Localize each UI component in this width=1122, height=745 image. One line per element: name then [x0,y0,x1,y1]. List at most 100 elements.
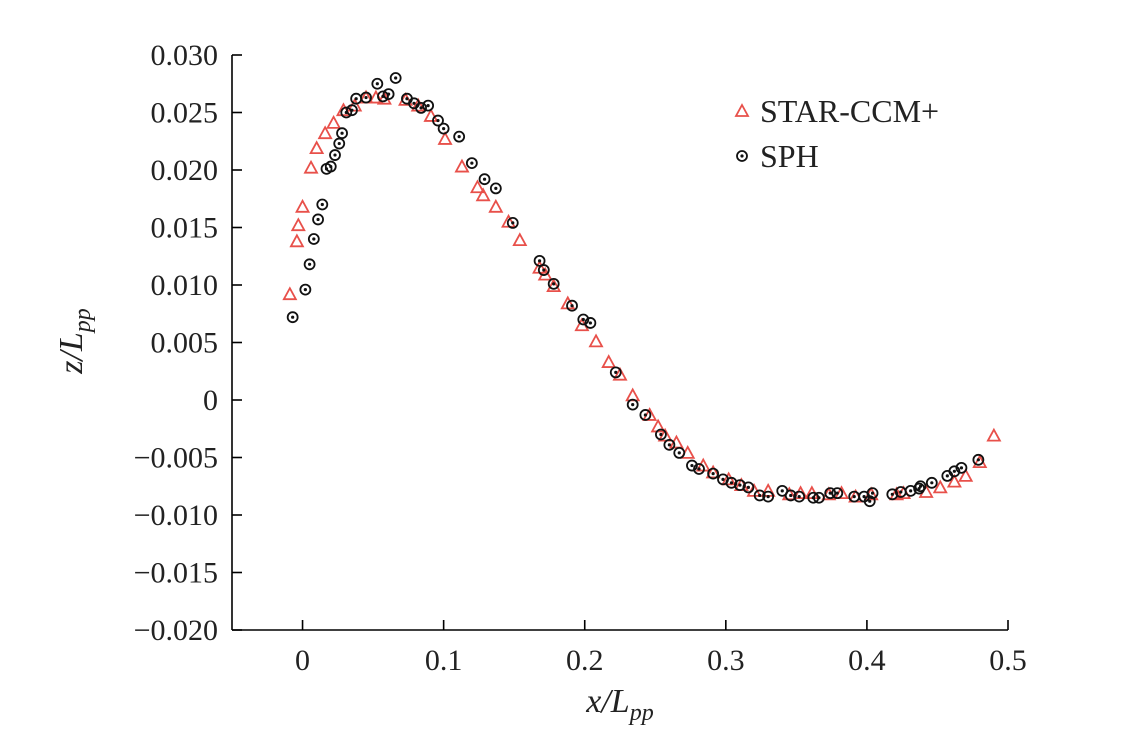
data-point-circle [734,479,746,492]
data-point-circle [626,398,639,411]
data-point-ring [506,216,519,229]
data-point-ring [422,99,435,112]
data-point-ring [360,91,372,104]
data-point-center [320,202,324,207]
data-point-ring [437,122,450,135]
data-point-circle [329,149,341,161]
data-point-ring [577,313,590,326]
data-point-circle [925,476,938,489]
data-point-circle [533,254,546,267]
data-point-ring [831,487,844,500]
data-point-center [364,95,368,100]
data-point-ring [307,233,320,245]
data-point-circle [453,130,466,143]
data-point-center [952,469,956,473]
y-tick-label: 0.005 [151,327,219,360]
data-point-circle [299,283,312,296]
data-point-ring [324,160,337,173]
data-point-center [945,474,949,478]
data-point-ring [972,453,985,466]
data-point-triangle [423,108,439,122]
data-point-circle [831,487,844,500]
data-point-circle [547,277,560,290]
data-point-ring [333,137,346,150]
data-point-circle [693,463,705,475]
data-point-circle [465,157,478,170]
data-point-center [690,463,694,468]
data-point-center [631,403,635,407]
data-point-circle [707,467,720,480]
data-point-triangle [588,333,604,348]
legend-item-star-ccm: STAR-CCM+ [734,93,939,129]
data-points [282,72,1002,508]
data-point-circle [914,480,927,493]
data-point-ring [904,484,917,497]
legend-circle-marker [736,150,748,162]
y-tick-label: 0.030 [151,39,219,72]
data-point-circle [813,491,825,504]
data-point-circle [913,482,926,495]
x-axis-title: x/Lpp [585,683,653,726]
data-point-center [312,237,316,241]
data-point-triangle [282,286,298,301]
data-point-center [976,458,980,462]
data-point-center [721,477,725,481]
data-point-center [930,481,934,485]
data-point-center [870,491,875,495]
data-point-center [542,268,546,272]
data-point-ring [533,254,546,267]
data-point-triangle [290,217,306,232]
data-point-triangle [303,159,319,174]
data-point-circle [537,264,550,276]
data-point-triangle [410,97,426,112]
data-point-ring [415,102,427,114]
data-point-center [354,97,358,101]
data-point-circle [753,489,766,502]
data-point-center [394,76,398,80]
data-point-circle [389,72,402,84]
y-tick-label: −0.020 [134,614,218,647]
data-point-center [470,161,474,165]
data-point-circle [506,216,519,229]
data-point-circle [382,88,395,100]
data-point-center [797,495,801,499]
data-point-ring [762,490,775,503]
data-point-center [537,259,542,263]
y-tick-label: 0.025 [151,97,219,130]
data-point-center [588,321,592,325]
data-point-center [340,131,344,135]
data-point-center [909,489,913,493]
data-point-circle [437,122,450,135]
data-point-center [659,432,663,437]
y-tick-label: 0.010 [151,269,219,302]
y-tick-label: 0 [203,384,218,417]
data-point-circle [346,104,358,117]
data-point-triangle [946,473,962,488]
data-point-triangle [512,232,528,247]
data-point-center [419,106,423,110]
y-tick-label: 0.020 [151,154,219,187]
data-point-circle [316,198,329,211]
x-tick-label: 0.5 [989,644,1027,677]
data-point-circle [725,476,738,489]
data-point-center [457,135,461,139]
data-point-triangle [721,471,737,486]
data-point-center [581,317,585,322]
data-point-center [291,315,295,319]
y-tick-label: −0.015 [134,557,218,590]
data-point-center [494,186,498,190]
data-point-center [917,486,921,491]
data-point-circle [948,465,961,478]
data-point-ring [377,90,389,103]
data-point-center [333,153,337,157]
data-point-circle [793,490,806,503]
data-point-circle [686,459,698,472]
data-point-circle [824,487,837,500]
data-point-triangle [958,468,974,482]
data-point-center [817,496,821,500]
data-point-circle [577,313,590,326]
data-point-triangle [986,427,1002,442]
legend-circle-dot [740,154,744,158]
data-point-center [387,92,391,96]
